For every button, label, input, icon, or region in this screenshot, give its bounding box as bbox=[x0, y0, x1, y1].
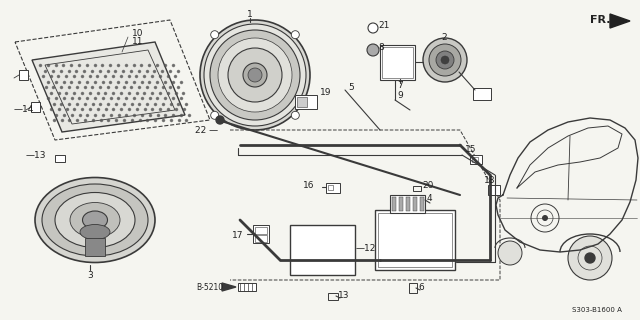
Bar bbox=[255, 235, 267, 242]
Bar bbox=[406, 197, 410, 211]
Polygon shape bbox=[222, 283, 236, 291]
Bar bbox=[19, 70, 28, 80]
Bar bbox=[253, 225, 269, 243]
Circle shape bbox=[429, 44, 461, 76]
Text: S303-B1600 A: S303-B1600 A bbox=[572, 307, 622, 313]
Circle shape bbox=[216, 116, 224, 124]
Circle shape bbox=[542, 215, 548, 221]
Text: 13: 13 bbox=[338, 292, 349, 300]
Circle shape bbox=[423, 38, 467, 82]
Text: 9: 9 bbox=[397, 91, 403, 100]
Ellipse shape bbox=[42, 184, 148, 256]
Text: 15: 15 bbox=[465, 145, 477, 154]
Text: 8: 8 bbox=[378, 43, 384, 52]
Circle shape bbox=[291, 31, 300, 39]
Bar bbox=[382, 47, 413, 78]
Text: 18: 18 bbox=[484, 175, 495, 185]
Circle shape bbox=[243, 63, 267, 87]
Text: —14: —14 bbox=[14, 105, 35, 114]
Circle shape bbox=[210, 30, 300, 120]
Bar bbox=[55, 155, 65, 162]
Circle shape bbox=[200, 20, 310, 130]
Bar bbox=[295, 95, 317, 109]
Text: 16: 16 bbox=[303, 180, 314, 189]
Text: 17: 17 bbox=[232, 230, 243, 239]
Circle shape bbox=[585, 253, 595, 263]
Ellipse shape bbox=[35, 178, 155, 262]
Bar bbox=[290, 225, 355, 275]
Text: 3: 3 bbox=[87, 270, 93, 279]
Bar bbox=[473, 88, 491, 100]
Bar bbox=[413, 197, 417, 211]
Bar bbox=[413, 186, 421, 190]
Bar bbox=[326, 183, 340, 193]
Circle shape bbox=[248, 68, 262, 82]
Text: 20: 20 bbox=[422, 180, 433, 189]
Circle shape bbox=[498, 241, 522, 265]
Text: 11: 11 bbox=[132, 36, 143, 45]
Ellipse shape bbox=[55, 193, 135, 247]
Bar bbox=[399, 197, 403, 211]
Polygon shape bbox=[32, 42, 185, 132]
Bar bbox=[85, 238, 105, 256]
Text: B-5210: B-5210 bbox=[196, 283, 223, 292]
Bar bbox=[420, 197, 424, 211]
Circle shape bbox=[204, 24, 306, 126]
Bar bbox=[238, 283, 256, 291]
Polygon shape bbox=[610, 14, 630, 28]
Circle shape bbox=[568, 236, 612, 280]
Circle shape bbox=[291, 111, 300, 119]
Text: 10: 10 bbox=[132, 28, 143, 37]
Bar bbox=[378, 213, 452, 267]
Circle shape bbox=[368, 23, 378, 33]
Text: 19: 19 bbox=[320, 87, 332, 97]
Text: 6: 6 bbox=[418, 284, 424, 292]
Text: 7: 7 bbox=[397, 81, 403, 90]
Bar bbox=[375, 210, 455, 270]
Text: 21: 21 bbox=[378, 20, 389, 29]
Text: —12: —12 bbox=[356, 244, 376, 252]
Bar bbox=[488, 185, 500, 195]
Bar bbox=[31, 102, 40, 112]
Text: 5: 5 bbox=[348, 83, 354, 92]
Circle shape bbox=[441, 56, 449, 64]
Bar bbox=[392, 197, 396, 211]
Circle shape bbox=[211, 31, 219, 39]
Text: 1: 1 bbox=[247, 10, 253, 19]
Bar bbox=[255, 227, 267, 234]
Circle shape bbox=[218, 38, 292, 112]
Ellipse shape bbox=[70, 203, 120, 237]
Text: FR.: FR. bbox=[590, 15, 611, 25]
Circle shape bbox=[228, 48, 282, 102]
Bar bbox=[297, 97, 307, 107]
Bar bbox=[470, 155, 482, 164]
Bar bbox=[390, 195, 425, 213]
Text: 4: 4 bbox=[427, 194, 433, 203]
Ellipse shape bbox=[83, 211, 108, 229]
Text: 2: 2 bbox=[441, 33, 447, 42]
Text: —13: —13 bbox=[26, 150, 46, 159]
Ellipse shape bbox=[80, 225, 110, 239]
Circle shape bbox=[436, 51, 454, 69]
Circle shape bbox=[211, 111, 219, 119]
Bar bbox=[380, 45, 415, 80]
Bar bbox=[328, 292, 338, 300]
Bar bbox=[328, 185, 333, 190]
Circle shape bbox=[367, 44, 379, 56]
Bar bbox=[409, 283, 417, 293]
Text: 22 —: 22 — bbox=[195, 125, 218, 134]
Bar bbox=[472, 157, 478, 162]
